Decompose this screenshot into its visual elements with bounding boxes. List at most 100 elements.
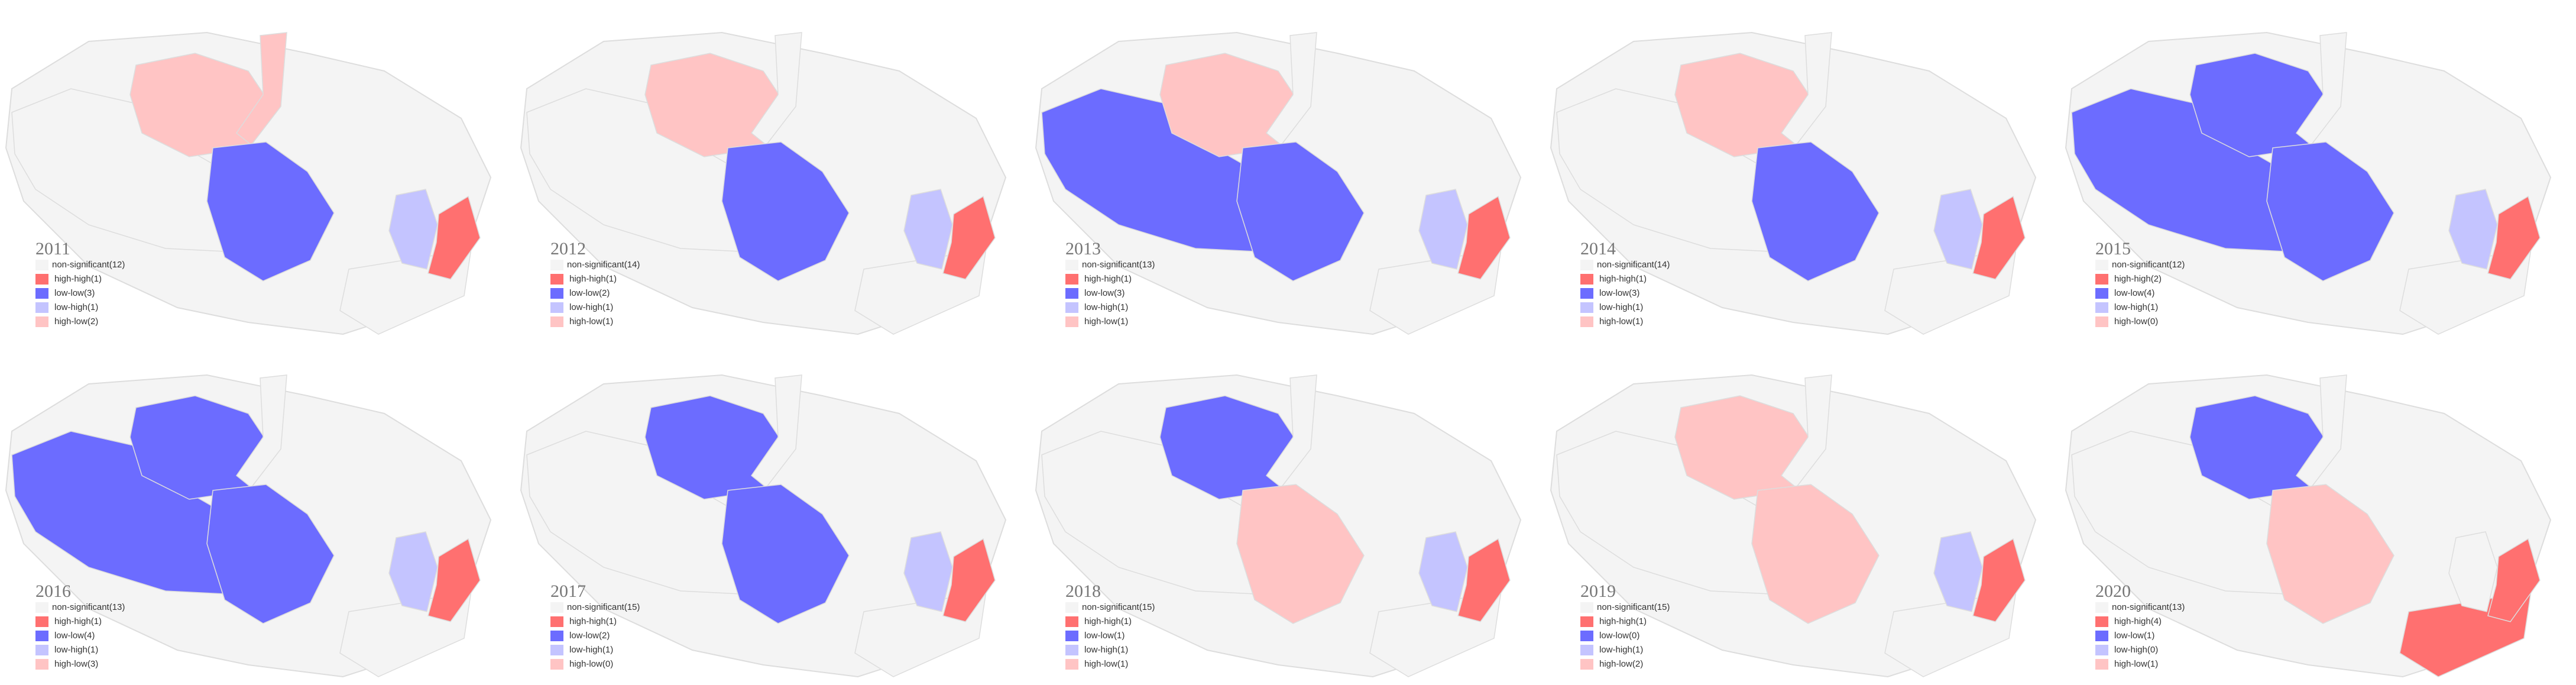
region bbox=[206, 484, 335, 624]
legend-label: high-high(1) bbox=[54, 616, 102, 626]
legend-swatch bbox=[2095, 659, 2108, 670]
panel-year: 2014 bbox=[1580, 239, 1616, 259]
legend-swatch bbox=[550, 631, 563, 641]
legend-label: low-high(1) bbox=[54, 645, 98, 655]
legend-swatch bbox=[35, 260, 48, 270]
legend-swatch bbox=[35, 631, 48, 641]
legend-swatch bbox=[35, 645, 48, 655]
legend-label: non-significant(13) bbox=[1082, 260, 1155, 270]
legend-label: low-low(1) bbox=[2114, 631, 2154, 641]
panel-year: 2018 bbox=[1065, 581, 1101, 601]
region bbox=[1972, 538, 2026, 622]
region bbox=[1418, 531, 1468, 612]
legend-label: high-high(1) bbox=[1084, 274, 1132, 284]
region bbox=[427, 538, 481, 622]
legend-swatch bbox=[550, 274, 563, 285]
legend-swatch bbox=[1580, 616, 1593, 627]
legend-swatch bbox=[2095, 631, 2108, 641]
legend-label: non-significant(13) bbox=[2112, 602, 2185, 612]
legend-label: high-high(1) bbox=[54, 274, 102, 284]
legend-swatch bbox=[35, 302, 48, 313]
region bbox=[388, 189, 438, 270]
legend-label: low-high(1) bbox=[1084, 302, 1128, 312]
legend-swatch bbox=[550, 645, 563, 655]
legend-label: high-low(1) bbox=[1599, 316, 1643, 327]
panel-year: 2019 bbox=[1580, 581, 1616, 601]
region bbox=[2266, 484, 2394, 624]
legend-label: non-significant(14) bbox=[567, 260, 640, 270]
panel-year: 2012 bbox=[550, 239, 586, 259]
legend-swatch bbox=[2095, 602, 2108, 613]
region bbox=[2266, 141, 2394, 282]
legend-swatch bbox=[2095, 260, 2108, 270]
region bbox=[1933, 189, 1983, 270]
legend-label: non-significant(15) bbox=[1597, 602, 1670, 612]
legend-label: low-high(1) bbox=[1084, 645, 1128, 655]
legend-label: high-low(1) bbox=[1084, 659, 1128, 669]
legend-label: low-high(1) bbox=[1599, 645, 1643, 655]
legend-swatch bbox=[550, 602, 563, 613]
region bbox=[2448, 189, 2498, 270]
legend-swatch bbox=[35, 316, 48, 327]
legend-swatch bbox=[1580, 288, 1593, 299]
region bbox=[903, 189, 953, 270]
region bbox=[942, 538, 996, 622]
legend-swatch bbox=[1580, 659, 1593, 670]
legend-swatch bbox=[1580, 302, 1593, 313]
legend-swatch bbox=[1065, 302, 1078, 313]
legend-label: non-significant(13) bbox=[52, 602, 125, 612]
legend-swatch bbox=[2095, 316, 2108, 327]
legend-label: low-low(4) bbox=[54, 631, 95, 641]
legend-label: high-high(2) bbox=[2114, 274, 2162, 284]
region bbox=[2448, 531, 2498, 612]
legend-label: high-high(1) bbox=[1599, 274, 1647, 284]
legend-label: low-low(2) bbox=[569, 288, 610, 298]
legend-swatch bbox=[550, 260, 563, 270]
legend-label: high-high(1) bbox=[569, 274, 617, 284]
legend-swatch bbox=[2095, 274, 2108, 285]
legend-label: non-significant(12) bbox=[52, 260, 125, 270]
legend-label: non-significant(14) bbox=[1597, 260, 1670, 270]
region bbox=[388, 531, 438, 612]
legend-label: low-low(2) bbox=[569, 631, 610, 641]
legend-label: high-high(1) bbox=[1084, 616, 1132, 626]
panel-year: 2017 bbox=[550, 581, 586, 601]
legend-swatch bbox=[1580, 645, 1593, 655]
legend-swatch bbox=[550, 659, 563, 670]
legend-swatch bbox=[550, 616, 563, 627]
legend-label: non-significant(15) bbox=[567, 602, 640, 612]
panel-year: 2011 bbox=[35, 239, 70, 259]
panel-year: 2013 bbox=[1065, 239, 1101, 259]
legend-swatch bbox=[2095, 645, 2108, 655]
legend-swatch bbox=[35, 274, 48, 285]
region bbox=[1457, 538, 1511, 622]
region bbox=[903, 531, 953, 612]
legend-label: high-low(1) bbox=[1084, 316, 1128, 327]
legend-swatch bbox=[2095, 302, 2108, 313]
legend-label: non-significant(15) bbox=[1082, 602, 1155, 612]
legend-swatch bbox=[1065, 288, 1078, 299]
legend-label: high-low(1) bbox=[2114, 659, 2158, 669]
legend-swatch bbox=[1580, 602, 1593, 613]
legend-label: high-high(1) bbox=[569, 616, 617, 626]
legend-swatch bbox=[35, 616, 48, 627]
region bbox=[427, 195, 481, 280]
legend-swatch bbox=[550, 302, 563, 313]
legend-label: high-high(1) bbox=[1599, 616, 1647, 626]
region bbox=[1751, 484, 1880, 624]
legend-label: low-low(3) bbox=[1599, 288, 1639, 298]
legend-swatch bbox=[1065, 260, 1078, 270]
legend-swatch bbox=[1065, 602, 1078, 613]
legend-label: low-low(1) bbox=[1084, 631, 1125, 641]
